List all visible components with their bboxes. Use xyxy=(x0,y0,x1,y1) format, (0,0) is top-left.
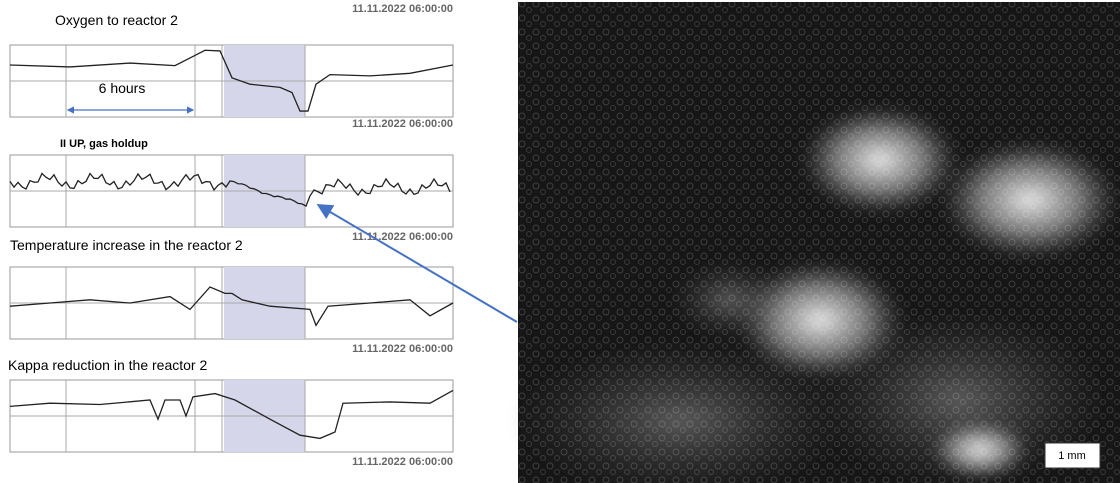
figure: 1 mm Oxygen to reactor 2 II UP, gas holdu… xyxy=(0,0,1120,483)
panel-title: Oxygen to reactor 2 xyxy=(55,12,178,28)
timestamp: 11.11.2022 06:00:00 xyxy=(352,456,453,468)
timestamp: 11.11.2022 06:00:00 xyxy=(352,343,453,355)
panel-title: Temperature increase in the reactor 2 xyxy=(10,237,243,253)
timestamp: 11.11.2022 06:00:00 xyxy=(352,3,453,15)
panel-title: Kappa reduction in the reactor 2 xyxy=(8,357,207,373)
micrograph: 1 mm xyxy=(510,2,1120,483)
panel-title: II UP, gas holdup xyxy=(60,138,148,150)
scale-label: 1 mm xyxy=(1058,450,1086,462)
timestamp: 11.11.2022 06:00:00 xyxy=(352,118,453,130)
duration-label: 6 hours xyxy=(99,80,146,96)
trend-panels: Oxygen to reactor 2 II UP, gas holdup Temp… xyxy=(8,3,453,468)
